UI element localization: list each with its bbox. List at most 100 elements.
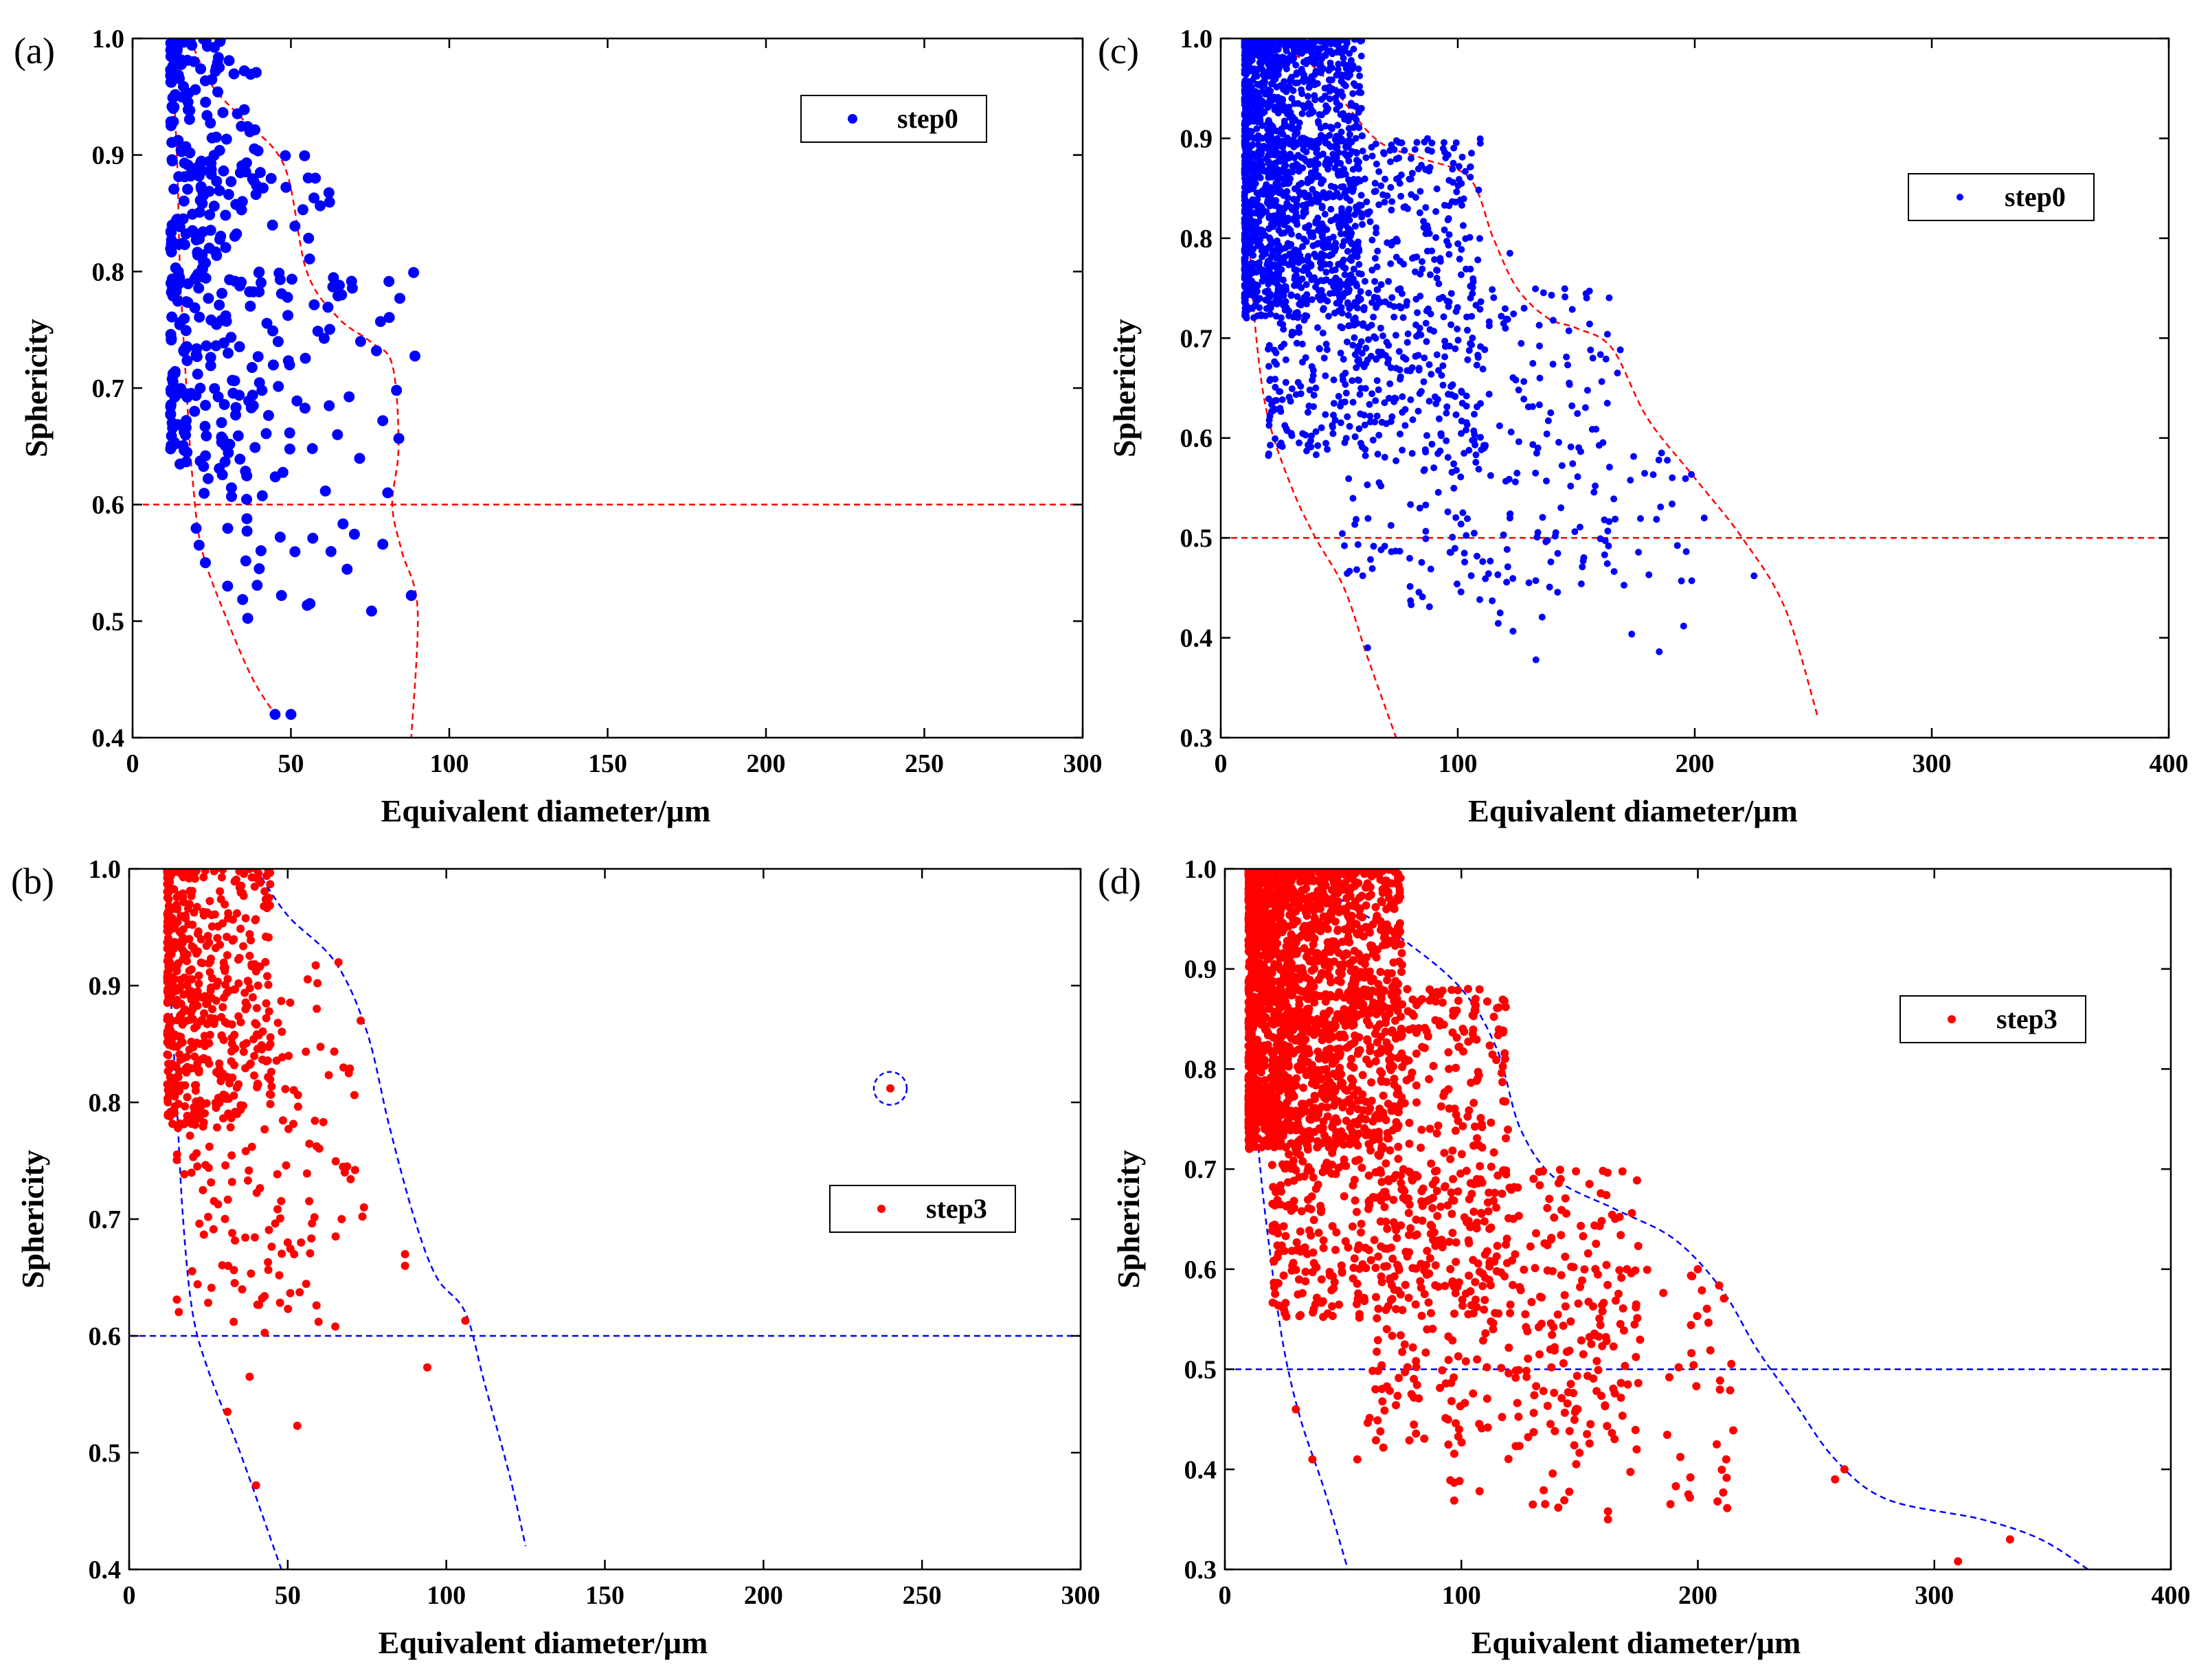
data-point — [307, 1234, 316, 1243]
data-point — [163, 997, 172, 1006]
data-point — [269, 709, 281, 720]
data-point — [241, 494, 252, 505]
data-point — [1487, 557, 1494, 565]
data-point — [1282, 378, 1289, 386]
data-point — [1546, 583, 1553, 591]
y-tick-label: 1.0 — [1180, 25, 1213, 54]
data-point — [1475, 186, 1482, 194]
data-point — [230, 1279, 239, 1288]
legend-box — [1908, 173, 2095, 221]
data-point — [1450, 460, 1458, 468]
data-point — [208, 201, 220, 212]
data-point — [1397, 192, 1405, 200]
data-point — [176, 146, 188, 157]
data-point — [316, 1043, 325, 1052]
data-point — [1357, 410, 1364, 418]
envelope-curve — [170, 38, 276, 715]
data-point — [1331, 416, 1339, 424]
data-point — [1295, 975, 1304, 984]
data-point — [1325, 236, 1333, 243]
data-point — [164, 933, 172, 942]
data-point — [1451, 545, 1458, 552]
data-point — [190, 389, 202, 401]
data-point — [312, 326, 324, 337]
data-point — [1298, 110, 1306, 117]
x-tick-label: 200 — [747, 749, 786, 778]
data-point — [182, 183, 194, 195]
data-point — [1259, 227, 1267, 235]
data-point — [1574, 410, 1581, 418]
data-point — [1277, 408, 1285, 416]
data-point — [1303, 60, 1310, 67]
data-point — [1551, 532, 1559, 540]
data-point — [1346, 197, 1354, 205]
data-point — [223, 988, 232, 997]
data-point — [1254, 203, 1261, 211]
data-point — [179, 239, 190, 251]
data-point — [1357, 89, 1365, 96]
data-point — [1469, 290, 1476, 297]
data-point — [348, 528, 360, 540]
data-point — [1251, 260, 1259, 268]
x-tick-label: 50 — [275, 1581, 301, 1610]
data-point — [1241, 247, 1248, 254]
y-tick-label: 0.6 — [92, 491, 125, 520]
data-point — [1241, 264, 1248, 272]
data-point — [1307, 174, 1314, 181]
data-point — [231, 1044, 240, 1053]
data-point — [202, 942, 211, 950]
data-point — [1284, 105, 1292, 113]
data-point — [1329, 251, 1335, 258]
data-point — [1247, 281, 1254, 288]
data-point — [1258, 312, 1265, 319]
data-point — [1392, 457, 1400, 464]
data-point — [262, 1014, 271, 1023]
data-point — [1445, 303, 1452, 310]
data-point — [1390, 313, 1398, 321]
data-point — [1368, 565, 1376, 572]
data-point — [1326, 260, 1333, 268]
data-point — [201, 110, 213, 122]
data-point — [1385, 894, 1394, 903]
data-point — [1288, 124, 1296, 132]
data-point — [1382, 175, 1389, 183]
data-point — [1289, 313, 1297, 321]
data-point — [1458, 201, 1465, 209]
x-axis-title: Equivalent diameter/μm — [1468, 793, 1798, 828]
data-point — [207, 1284, 216, 1292]
data-point — [1338, 324, 1346, 332]
data-point — [1267, 304, 1274, 312]
data-point — [1474, 403, 1480, 411]
data-point — [1502, 477, 1509, 485]
data-point — [1254, 242, 1261, 249]
data-point — [1270, 252, 1277, 260]
data-point — [1360, 1124, 1368, 1133]
data-point — [1395, 155, 1403, 161]
x-tick-label: 0 — [126, 749, 139, 778]
data-point — [1241, 132, 1249, 139]
data-point — [1447, 383, 1455, 390]
data-point — [193, 1162, 202, 1171]
y-tick-label: 0.7 — [1180, 324, 1213, 353]
data-point — [1254, 154, 1261, 161]
data-point — [1314, 293, 1322, 301]
data-point — [1364, 892, 1373, 901]
data-point — [1295, 259, 1303, 266]
data-point — [1604, 527, 1612, 535]
data-point — [167, 870, 176, 879]
data-point — [305, 1139, 314, 1148]
data-point — [331, 1322, 340, 1331]
data-point — [195, 1219, 204, 1228]
data-point — [1500, 531, 1507, 538]
data-point — [221, 1214, 229, 1223]
data-point — [313, 1004, 322, 1013]
data-point — [1489, 286, 1496, 293]
x-tick-label: 50 — [278, 749, 304, 778]
data-point — [1477, 298, 1485, 306]
y-tick-label: 0.5 — [1180, 524, 1213, 553]
data-point — [1241, 47, 1249, 54]
data-point — [188, 1267, 196, 1275]
data-point — [1306, 161, 1313, 168]
data-point — [217, 1032, 226, 1041]
data-point — [180, 973, 189, 982]
